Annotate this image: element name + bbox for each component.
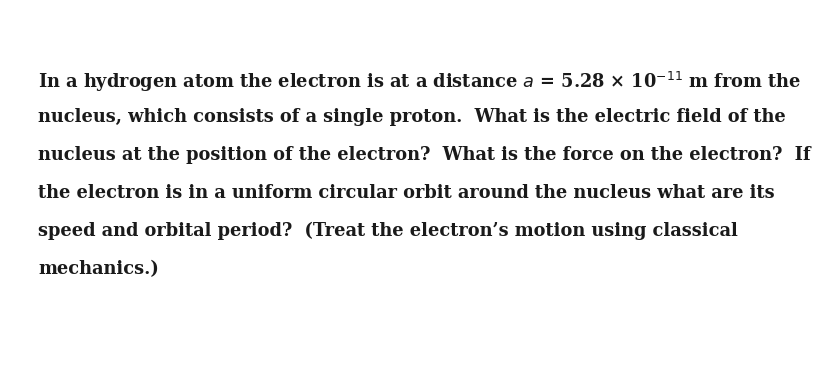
- Text: nucleus at the position of the electron?  What is the force on the electron?  If: nucleus at the position of the electron?…: [38, 146, 811, 164]
- Text: the electron is in a uniform circular orbit around the nucleus what are its: the electron is in a uniform circular or…: [38, 184, 775, 202]
- Text: nucleus, which consists of a single proton.  What is the electric field of the: nucleus, which consists of a single prot…: [38, 108, 785, 126]
- Text: In a hydrogen atom the electron is at a distance $\mathit{a}$ = 5.28 × 10$^{-11}: In a hydrogen atom the electron is at a …: [38, 70, 801, 94]
- Text: mechanics.): mechanics.): [38, 260, 159, 278]
- Text: speed and orbital period?  (Treat the electron’s motion using classical: speed and orbital period? (Treat the ele…: [38, 222, 738, 240]
